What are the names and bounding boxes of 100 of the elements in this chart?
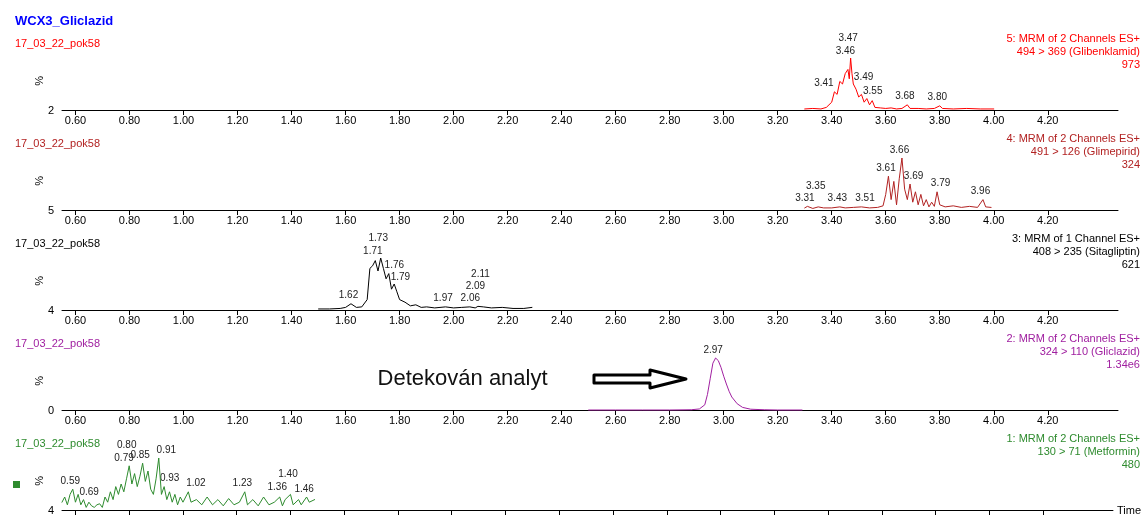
x-tick-label: 3.40 (821, 313, 843, 326)
annotation: 1.34e6 (1106, 357, 1140, 370)
annotation: 0.59 (60, 474, 81, 486)
annotation: 2.11 (471, 268, 491, 280)
x-tick-label: 3.60 (875, 213, 897, 226)
text: 324 (1121, 157, 1140, 170)
x-tick-label: 2.60 (604, 313, 627, 326)
x-tick-label: 2.80 (658, 313, 681, 326)
x-tick-label: 3.00 (712, 113, 735, 126)
text: 621 (1121, 257, 1140, 270)
text: 1: MRM of 2 Channels ES+ (1006, 431, 1140, 444)
chart-title: WCX3_Gliclazid (15, 13, 114, 28)
annotation: 3.79 (930, 177, 951, 189)
x-tick-label: 2.40 (550, 213, 573, 226)
x-tick-label: 0.60 (64, 413, 87, 426)
x-tick-label: 1.40 (280, 413, 303, 426)
x-tick-label: 0.80 (118, 213, 141, 226)
annotation: 1.02 (186, 477, 207, 489)
x-tick-label: 0.60 (64, 213, 87, 226)
x-tick-label: 0.80 (118, 413, 141, 426)
text: 4: MRM of 2 Channels ES+ (1006, 131, 1140, 144)
x-tick-label: 3.40 (821, 213, 843, 226)
x-tick-label: 3.20 (766, 113, 789, 126)
x-tick-label: 0.80 (118, 313, 141, 326)
annotation: 3.55 (863, 85, 883, 97)
annotation: 3.47 (838, 31, 859, 43)
x-tick-label: 1.40 (280, 313, 303, 326)
x-tick-label: 3.20 (766, 313, 789, 326)
annotation: 3.96 (970, 185, 991, 197)
x-tick-label: 3.00 (712, 213, 735, 226)
annotation: 3.43 (827, 192, 848, 204)
x-tick-label: 2.00 (442, 113, 465, 126)
annotation: 3.61 (876, 161, 897, 173)
x-tick-label: 1.80 (388, 313, 411, 326)
x-tick-label: 2.40 (550, 313, 573, 326)
annotation: 1.23 (232, 477, 253, 489)
x-tick-label: 0.60 (64, 113, 87, 126)
x-tick-label: 1.00 (172, 413, 195, 426)
annotation: 3.68 (895, 90, 916, 102)
annotation: 2.97 (703, 343, 724, 355)
x-tick-label: 2.00 (442, 413, 465, 426)
y-axis-title: % (32, 175, 45, 186)
text: 2 (47, 103, 54, 116)
annotation: 1.62 (338, 289, 359, 301)
chart-subtitle: 17_03_22_pok58 (15, 236, 101, 249)
x-tick-label: 2.20 (496, 313, 519, 326)
x-tick-label: 3.80 (929, 313, 951, 326)
text: 4 (47, 303, 54, 316)
x-tick-label: 4.20 (1037, 413, 1059, 426)
annotation: 1.46 (294, 482, 315, 494)
x-tick-label: 4.00 (983, 213, 1005, 226)
x-tick-label: 2.00 (442, 213, 465, 226)
x-tick-label: 1.20 (226, 213, 249, 226)
x-tick-label: 2.80 (658, 213, 681, 226)
annotation: 0.80 (117, 439, 137, 451)
x-tick-label: 1.20 (226, 113, 249, 126)
x-tick-label: 4.20 (1037, 113, 1059, 126)
x-tick-label: 3.60 (875, 313, 897, 326)
x-tick-label: 2.20 (496, 113, 519, 126)
annotation: 2.06 (460, 292, 481, 304)
x-tick-label: 1.60 (334, 213, 357, 226)
x-tick-label: 4.20 (1037, 213, 1059, 226)
x-tick-label: 1.60 (334, 313, 357, 326)
chart-subtitle: 17_03_22_pok58 (15, 436, 101, 449)
x-tick-label: 3.40 (821, 113, 843, 126)
y-axis-title: % (32, 275, 45, 286)
x-tick-label: 1.00 (172, 213, 195, 226)
x-tick-label: 1.60 (334, 413, 357, 426)
x-tick-label: 3.00 (712, 413, 735, 426)
text: 0 (47, 403, 54, 416)
annotation: 2.09 (465, 279, 486, 291)
x-tick-label: 1.40 (280, 113, 303, 126)
x-tick-label: 4.20 (1037, 313, 1059, 326)
text: 494 > 369 (Glibenklamid) (1016, 44, 1140, 57)
x-tick-label: 1.20 (226, 413, 249, 426)
x-tick-label: 1.00 (172, 313, 195, 326)
text: 4 (47, 503, 54, 516)
annotation: 0.93 (159, 472, 180, 484)
x-tick-label: 3.40 (821, 413, 843, 426)
x-tick-label: 2.80 (658, 113, 681, 126)
x-tick-label: 3.80 (929, 113, 951, 126)
x-axis-title: Time (1116, 504, 1142, 516)
x-tick-label: 2.40 (550, 113, 573, 126)
x-tick-label: 3.00 (712, 313, 735, 326)
x-tick-label: 1.00 (172, 113, 195, 126)
x-tick-label: 2.80 (658, 413, 681, 426)
annotation: 3.66 (889, 143, 910, 155)
x-tick-label: 2.40 (550, 413, 573, 426)
annotation: 3.41 (814, 77, 835, 89)
annotation: 3.51 (855, 192, 876, 204)
annotation: 3.69 (903, 169, 924, 181)
annotation: 1.76 (384, 259, 405, 271)
x-tick-label: 1.80 (388, 213, 411, 226)
annotation: 0.69 (79, 486, 100, 498)
x-tick-label: 4.00 (983, 113, 1005, 126)
annotation: 3.49 (853, 70, 874, 82)
x-tick-label: 1.40 (280, 213, 303, 226)
y-axis-title: % (32, 475, 45, 486)
x-tick-label: 3.80 (929, 213, 951, 226)
y-axis-title: % (32, 75, 45, 86)
